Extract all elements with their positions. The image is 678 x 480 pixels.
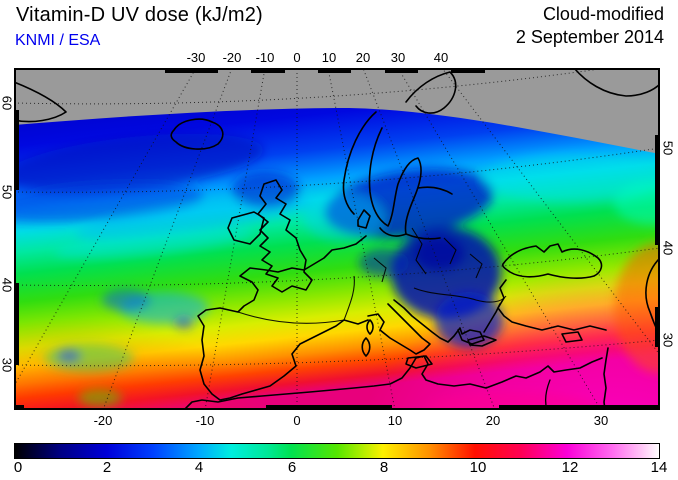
left-axis-label: 40 [0, 277, 15, 293]
left-axis-label: 30 [0, 357, 15, 373]
bottom-axis-label: -20 [93, 413, 113, 428]
bottom-axis-label: -10 [195, 413, 215, 428]
right-axis-label: 30 [660, 332, 676, 348]
top-axis-label: 0 [293, 50, 301, 65]
bottom-axis-label: 0 [293, 413, 301, 428]
right-axis-label: 50 [660, 140, 676, 156]
page-title: Vitamin-D UV dose (kJ/m2) [16, 4, 263, 26]
uv-map-canvas [14, 68, 660, 410]
colorbar-tick-label: 12 [561, 459, 579, 476]
colorbar-tick-label: 14 [650, 459, 668, 476]
colorbar-tick-label: 6 [287, 459, 297, 476]
uv-dose-colorbar [14, 443, 660, 459]
left-axis-label: 60 [0, 95, 15, 111]
no-data-region [14, 68, 660, 154]
top-axis-label: 30 [390, 50, 406, 65]
bottom-axis-label: 20 [485, 413, 501, 428]
top-axis-label: 40 [433, 50, 449, 65]
bottom-axis-label: 30 [593, 413, 609, 428]
data-source-label: KNMI / ESA [15, 32, 101, 49]
subtitle-date: 2 September 2014 [515, 27, 664, 47]
right-axis-label: 40 [660, 240, 676, 256]
left-axis-label: 50 [0, 184, 15, 200]
subtitle-block: Cloud-modified 2 September 2014 [516, 3, 664, 49]
colorbar-tick-label: 8 [379, 459, 389, 476]
top-axis-label: 10 [321, 50, 337, 65]
colorbar-tick-label: 2 [102, 459, 112, 476]
colorbar-tick-label: 0 [13, 459, 23, 476]
map-border [14, 68, 660, 410]
subtitle-cloud-modified: Cloud-modified [542, 4, 664, 24]
cloud-field [14, 133, 660, 410]
top-axis-label: -30 [186, 50, 206, 65]
top-axis-label: -10 [255, 50, 275, 65]
top-axis-label: -20 [222, 50, 242, 65]
coastlines [14, 68, 660, 410]
top-axis-label: 20 [355, 50, 371, 65]
graticule [14, 68, 660, 410]
colorbar-tick-label: 10 [469, 459, 487, 476]
bottom-axis-label: 10 [387, 413, 403, 428]
country-borders [237, 227, 507, 324]
colorbar-tick-label: 4 [194, 459, 204, 476]
